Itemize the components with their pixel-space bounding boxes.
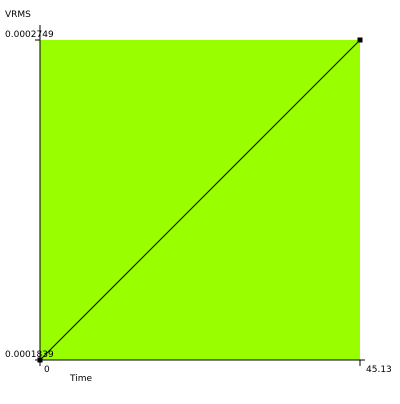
series-line (39, 39, 361, 361)
y-tick-label-min: 0.0001839 (5, 350, 54, 360)
data-point (357, 37, 363, 43)
y-axis-label: VRMS (5, 10, 31, 20)
x-axis-label: Time (69, 374, 92, 384)
x-tick-label-max: 45.13 (366, 365, 392, 375)
y-tick-label-max: 0.0002749 (5, 30, 54, 40)
x-tick-label-min: 0 (44, 365, 50, 375)
